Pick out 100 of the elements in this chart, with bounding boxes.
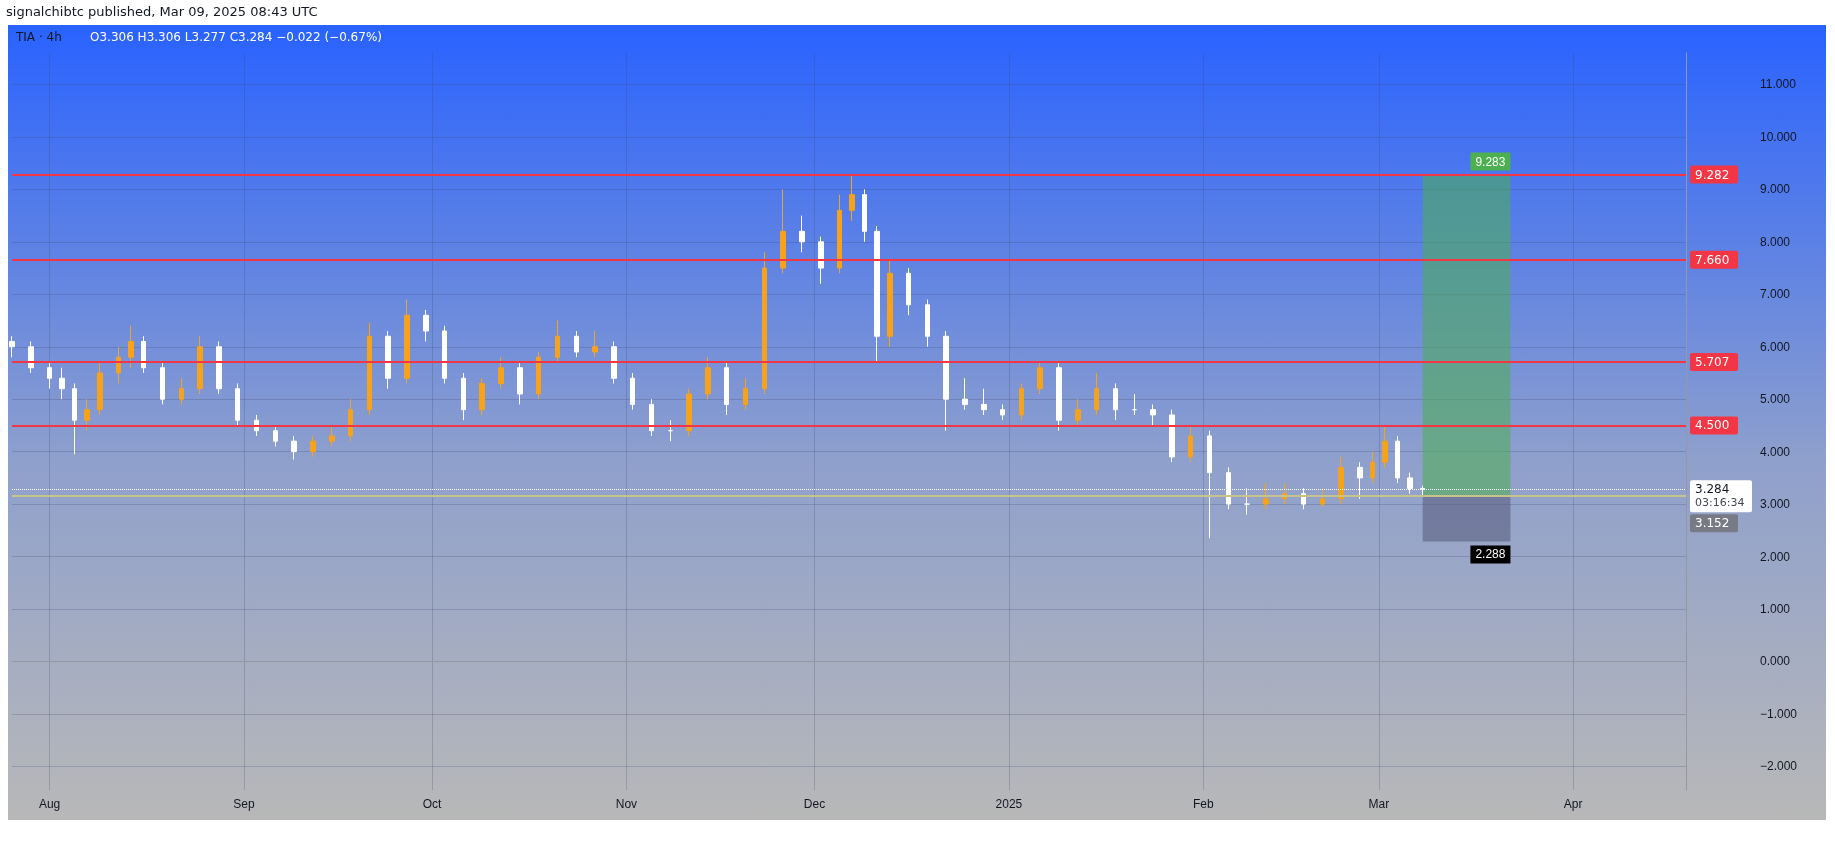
candlestick: [1056, 361, 1062, 432]
y-tick-label: −1.000: [1760, 706, 1798, 721]
candlestick: [574, 330, 579, 358]
candlestick: [943, 330, 949, 432]
candlestick: [310, 435, 316, 458]
y-tick-label: 3.000: [1760, 497, 1791, 512]
candlestick: [97, 361, 103, 416]
candlestick: [962, 377, 968, 411]
candlestick: [592, 330, 598, 358]
candlestick: [1320, 487, 1325, 508]
y-tick-label: 10.000: [1760, 129, 1798, 144]
candlestick: [1113, 382, 1118, 421]
y-tick-label: −2.000: [1760, 759, 1798, 774]
candlestick: [743, 377, 748, 411]
candlestick: [649, 398, 654, 437]
y-tick-label: 5.000: [1760, 392, 1791, 407]
candlestick: [1395, 435, 1400, 484]
x-tick-label: Aug: [38, 797, 61, 811]
candlestick: [273, 424, 278, 447]
candlestick: [28, 341, 34, 374]
candlestick: [517, 361, 523, 405]
candlestick: [461, 372, 466, 421]
candlestick: [1132, 393, 1137, 416]
candlestick: [385, 330, 391, 390]
candlestick: [1169, 409, 1175, 463]
x-tick-label: Mar: [1368, 797, 1390, 811]
candlestick: [668, 419, 673, 442]
candlestick: [1188, 424, 1193, 463]
ref-line-label: 4.500: [1695, 418, 1730, 433]
y-tick-label: 7.000: [1760, 287, 1791, 302]
candlestick: [780, 188, 786, 274]
candlestick: [348, 398, 353, 442]
candlestick: [925, 299, 930, 348]
candlestick: [216, 341, 222, 395]
candlestick: [179, 377, 184, 405]
text: 03:16:34: [1695, 496, 1745, 510]
x-tick-label: Feb: [1192, 797, 1214, 811]
candlestick: [367, 322, 372, 416]
candlestick: [1019, 382, 1024, 421]
candlestick: [536, 351, 541, 400]
ref-line-label: 3.284: [1695, 482, 1730, 497]
candlestick: [47, 361, 52, 390]
candlestick: [423, 309, 429, 343]
chart-title: TIA · 4h: [15, 30, 62, 44]
candlestick: [705, 356, 711, 400]
candlestick: [442, 325, 447, 384]
candlestick: [1263, 482, 1269, 510]
candlestick: [611, 341, 617, 384]
candlestick: [1037, 361, 1043, 395]
candlestick: [724, 361, 729, 416]
candlestick: [686, 388, 692, 437]
band-label: 9.283: [1475, 154, 1506, 169]
ref-line-label: 7.660: [1695, 252, 1730, 267]
x-tick-label: Oct: [422, 797, 443, 811]
candlestick: [116, 346, 121, 384]
x-tick-label: 2025: [995, 797, 1023, 811]
y-tick-label: 11.000: [1760, 77, 1797, 92]
x-tick-label: Sep: [233, 797, 255, 811]
candlestick: [160, 361, 165, 405]
candlestick: [837, 194, 842, 274]
candlestick: [498, 356, 504, 390]
ref-line-label: 5.707: [1695, 355, 1730, 370]
candlestick: [818, 236, 824, 285]
y-tick-label: 1.000: [1760, 602, 1791, 617]
candlestick: [1338, 456, 1344, 505]
candlestick: [887, 259, 893, 348]
text: signalchibtc published, Mar 09, 2025 08:43 UTC: [6, 4, 318, 19]
candlestick: [849, 174, 855, 222]
candlestick: [762, 251, 767, 395]
y-tick-label: 4.000: [1760, 444, 1791, 459]
candlestick: [1150, 403, 1156, 426]
candlestick: [906, 267, 911, 316]
candlestick: [555, 320, 560, 363]
band-label: 2.288: [1475, 547, 1506, 562]
candlestick: [1370, 451, 1375, 484]
candlestick: [235, 382, 240, 426]
candlestick: [981, 388, 987, 416]
candlestick: [128, 325, 134, 369]
x-tick-label: Nov: [615, 797, 638, 811]
x-tick-label: Dec: [803, 797, 826, 811]
y-tick-label: 2.000: [1760, 549, 1791, 564]
y-tick-label: 6.000: [1760, 339, 1791, 354]
candlestick: [84, 398, 90, 432]
candlestick: [1000, 403, 1005, 421]
candlestick: [862, 188, 867, 243]
y-tick-label: 9.000: [1760, 182, 1791, 197]
candlestick: [141, 335, 146, 374]
candlestick: [404, 299, 410, 384]
y-tick-label: 0.000: [1760, 654, 1791, 669]
ref-line-label: 9.282: [1695, 167, 1730, 182]
x-tick-label: Apr: [1563, 797, 1583, 811]
y-tick-label: 8.000: [1760, 234, 1791, 249]
candlestick: [72, 382, 77, 455]
text: O3.306 H3.306 L3.277 C3.284 −0.022 (−0.67%): [90, 30, 382, 44]
candlestick: [329, 424, 335, 447]
candlestick: [9, 335, 15, 358]
candlestick: [291, 435, 297, 461]
candlestick: [630, 372, 635, 411]
candlestick: [874, 225, 880, 363]
candlestick: [479, 377, 485, 416]
